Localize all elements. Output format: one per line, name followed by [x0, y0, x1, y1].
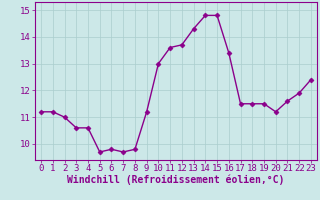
X-axis label: Windchill (Refroidissement éolien,°C): Windchill (Refroidissement éolien,°C) — [67, 175, 285, 185]
